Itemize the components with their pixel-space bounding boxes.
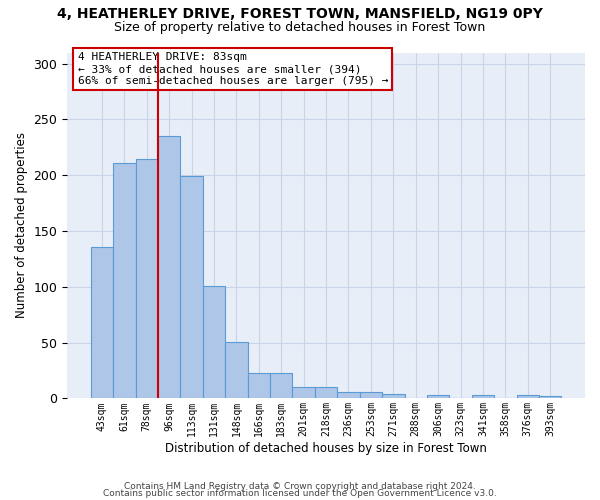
Bar xyxy=(315,388,337,398)
Text: Size of property relative to detached houses in Forest Town: Size of property relative to detached ho… xyxy=(115,21,485,34)
Bar xyxy=(539,396,562,398)
Text: 4 HEATHERLEY DRIVE: 83sqm
← 33% of detached houses are smaller (394)
66% of semi: 4 HEATHERLEY DRIVE: 83sqm ← 33% of detac… xyxy=(77,52,388,86)
Bar xyxy=(136,158,158,398)
Text: Contains HM Land Registry data © Crown copyright and database right 2024.: Contains HM Land Registry data © Crown c… xyxy=(124,482,476,491)
Bar xyxy=(382,394,404,398)
Bar xyxy=(270,373,292,398)
Bar xyxy=(158,136,181,398)
Bar xyxy=(292,388,315,398)
Bar xyxy=(225,342,248,398)
Bar xyxy=(337,392,360,398)
Bar xyxy=(203,286,225,399)
Bar xyxy=(427,395,449,398)
Text: Contains public sector information licensed under the Open Government Licence v3: Contains public sector information licen… xyxy=(103,490,497,498)
X-axis label: Distribution of detached houses by size in Forest Town: Distribution of detached houses by size … xyxy=(165,442,487,455)
Bar xyxy=(248,373,270,398)
Bar xyxy=(113,163,136,398)
Bar xyxy=(91,246,113,398)
Bar xyxy=(472,395,494,398)
Y-axis label: Number of detached properties: Number of detached properties xyxy=(15,132,28,318)
Bar xyxy=(360,392,382,398)
Text: 4, HEATHERLEY DRIVE, FOREST TOWN, MANSFIELD, NG19 0PY: 4, HEATHERLEY DRIVE, FOREST TOWN, MANSFI… xyxy=(57,8,543,22)
Bar xyxy=(517,395,539,398)
Bar xyxy=(181,176,203,398)
